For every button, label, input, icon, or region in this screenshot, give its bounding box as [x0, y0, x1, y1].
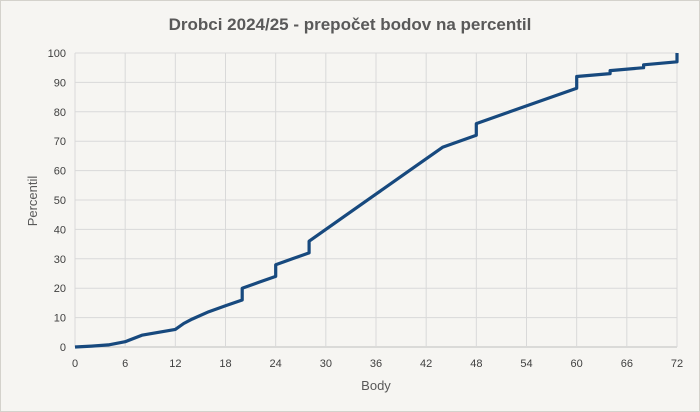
y-tick-label: 100: [48, 48, 66, 60]
chart-title: Drobci 2024/25 - prepočet bodov na perce…: [169, 15, 532, 34]
y-tick-label: 20: [54, 283, 66, 295]
y-axis-label: Percentil: [25, 176, 40, 227]
series-line: [74, 53, 679, 349]
x-tick-label: 6: [122, 358, 128, 370]
x-axis-label: Body: [361, 378, 391, 393]
x-tick-label: 30: [320, 358, 332, 370]
y-tick-label: 50: [54, 195, 66, 207]
x-tick-label: 48: [470, 358, 482, 370]
x-tick-label: 60: [571, 358, 583, 370]
x-tick-label: 36: [370, 358, 382, 370]
y-tick-label: 70: [54, 136, 66, 148]
x-tick-label: 72: [671, 358, 683, 370]
x-tick-label: 42: [420, 358, 432, 370]
y-tick-label: 30: [54, 254, 66, 266]
x-tick-label: 0: [72, 358, 78, 370]
y-tick-label: 10: [54, 313, 66, 325]
y-axis-ticks: 0 10 20 30 40 50 60 70 80 90 100: [48, 48, 66, 354]
x-tick-label: 54: [520, 358, 532, 370]
grid: [74, 52, 678, 348]
y-tick-label: 90: [54, 77, 66, 89]
x-axis-ticks: 0 6 12 18 24 30 36 42 48 54 60 66 72: [72, 358, 683, 370]
x-tick-label: 24: [270, 358, 282, 370]
x-tick-label: 12: [169, 358, 181, 370]
y-tick-label: 80: [54, 107, 66, 119]
y-tick-label: 0: [60, 342, 66, 354]
y-tick-label: 60: [54, 166, 66, 178]
x-tick-label: 66: [621, 358, 633, 370]
y-tick-label: 40: [54, 224, 66, 236]
x-tick-label: 18: [219, 358, 231, 370]
